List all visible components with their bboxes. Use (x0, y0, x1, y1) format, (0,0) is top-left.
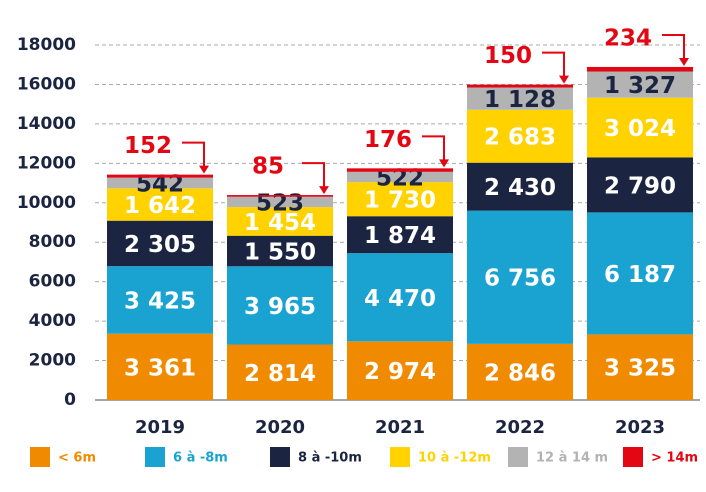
legend-swatch (30, 447, 50, 467)
x-tick-label: 2023 (615, 417, 665, 438)
value-label: 6 756 (484, 266, 556, 292)
value-label: 176 (364, 127, 412, 153)
callout-arrow (662, 33, 685, 61)
bar-segment (347, 216, 453, 254)
bar-segment (467, 109, 573, 163)
value-label: 2 683 (484, 125, 556, 151)
bar-segment (587, 334, 693, 400)
callout-arrow (302, 162, 325, 190)
legend-swatch (623, 447, 643, 467)
bar-segment (587, 212, 693, 335)
value-label: 152 (124, 133, 172, 159)
callout-arrow (542, 51, 565, 79)
legend-swatch (390, 447, 410, 467)
legend-label: < 6m (58, 451, 96, 466)
y-tick-label: 6000 (29, 272, 76, 292)
bar-segment (227, 266, 333, 345)
bar-segment (467, 210, 573, 344)
callout-arrow (182, 141, 205, 169)
y-tick-label: 8000 (29, 232, 76, 252)
bar-segment (467, 87, 573, 110)
value-label: 3 361 (124, 355, 196, 381)
bar-segment (107, 188, 213, 221)
legend-label: 8 à -10m (298, 451, 362, 466)
legend-swatch (508, 447, 528, 467)
x-tick-label: 2022 (495, 417, 545, 438)
bar-segment (107, 333, 213, 400)
value-label: 234 (604, 25, 652, 51)
value-label: 1 550 (244, 240, 316, 266)
bar-segment (227, 235, 333, 267)
bar-segment (227, 207, 333, 236)
bar-segment (107, 174, 213, 178)
arrow-head (439, 159, 449, 168)
y-tick-label: 18000 (17, 35, 76, 55)
value-label: 1 730 (364, 188, 436, 214)
legend-label: 12 à 14 m (536, 451, 608, 466)
bar-segment (587, 71, 693, 98)
arrow-head (199, 165, 209, 174)
value-label: 2 974 (364, 359, 436, 385)
legend-swatch (145, 447, 165, 467)
value-label: 1 128 (484, 87, 556, 113)
value-label: 2 846 (484, 360, 556, 386)
value-label: 2 430 (484, 175, 556, 201)
y-tick-label: 4000 (29, 311, 76, 331)
x-tick-label: 2019 (135, 417, 185, 438)
y-tick-label: 16000 (17, 74, 76, 94)
value-label: 85 (252, 154, 284, 180)
legend-label: > 14m (651, 451, 698, 466)
bar-segment (467, 84, 573, 88)
bar-segment (107, 177, 213, 189)
value-label: 4 470 (364, 286, 436, 312)
value-label: 523 (256, 190, 304, 216)
value-label: 3 965 (244, 294, 316, 320)
arrow-head (679, 57, 689, 66)
bar-segment (347, 253, 453, 342)
callout-arrow (422, 135, 445, 163)
legend-label: 6 à -8m (173, 451, 228, 466)
bar-segment (107, 220, 213, 267)
value-label: 6 187 (604, 262, 676, 288)
bar-segment (347, 168, 453, 172)
value-label: 2 814 (244, 361, 316, 387)
y-tick-label: 12000 (17, 153, 76, 173)
value-label: 2 305 (124, 232, 196, 258)
value-label: 1 454 (244, 210, 316, 236)
y-tick-label: 10000 (17, 193, 76, 213)
bar-segment (587, 66, 693, 72)
y-tick-label: 2000 (29, 351, 76, 371)
bar-segment (467, 343, 573, 400)
value-label: 3 024 (604, 116, 676, 142)
bar-segment (347, 182, 453, 217)
bar-segment (227, 195, 333, 197)
x-tick-label: 2020 (255, 417, 305, 438)
value-label: 150 (484, 43, 532, 69)
value-label: 1 642 (124, 193, 196, 219)
value-label: 3 325 (604, 356, 676, 382)
bar-segment (587, 97, 693, 158)
arrow-head (559, 75, 569, 84)
value-label: 1 327 (604, 73, 676, 99)
bar-segment (347, 341, 453, 400)
arrow-head (319, 186, 329, 195)
x-tick-label: 2021 (375, 417, 425, 438)
bar-segment (347, 171, 453, 183)
y-tick-label: 0 (64, 390, 76, 410)
bar-segment (227, 196, 333, 208)
value-label: 1 874 (364, 223, 436, 249)
bar-segment (587, 157, 693, 213)
value-label: 2 790 (604, 173, 676, 199)
y-tick-label: 14000 (17, 114, 76, 134)
bar-segment (107, 266, 213, 334)
bar-segment (467, 162, 573, 211)
value-label: 3 425 (124, 288, 196, 314)
bar-segment (227, 344, 333, 400)
legend-swatch (270, 447, 290, 467)
legend-label: 10 à -12m (418, 451, 491, 466)
